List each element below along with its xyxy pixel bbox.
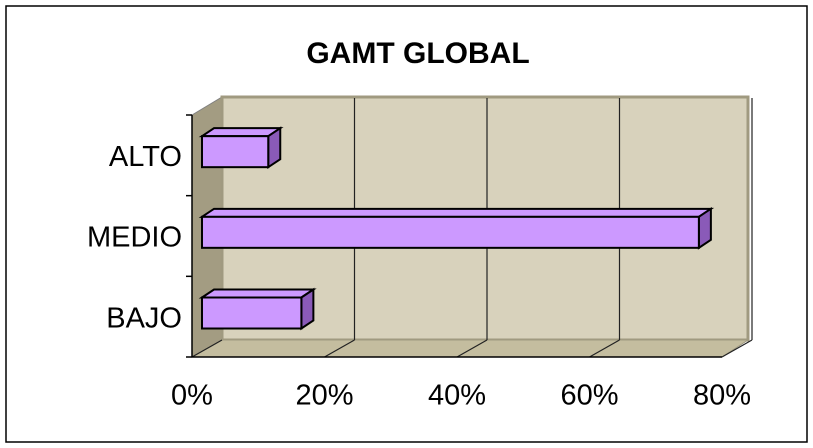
floor-tick [191, 339, 223, 358]
chart-title: GAMT GLOBAL [306, 37, 529, 70]
floor-tick [721, 339, 753, 358]
floor [190, 339, 750, 358]
floor-tick [456, 339, 488, 358]
x-tick-label: 20% [295, 380, 353, 412]
x-tick-label: 60% [560, 380, 618, 412]
x-tick-label: 0% [171, 380, 213, 412]
bar [201, 215, 700, 249]
bar-side [300, 287, 315, 331]
bar-side [697, 206, 712, 250]
bar-top [198, 288, 317, 299]
bar [201, 135, 270, 169]
y-tick-label: ALTO [109, 141, 182, 173]
x-tick-label: 80% [693, 380, 751, 412]
bar [201, 296, 303, 330]
floor-tick [589, 339, 620, 358]
x-tick-label: 40% [428, 380, 486, 412]
y-tick-label: BAJO [106, 302, 182, 334]
bar-side [267, 126, 282, 170]
floor-tick [324, 339, 355, 358]
y-tick-label: MEDIO [87, 222, 182, 254]
bar-top [198, 207, 715, 218]
